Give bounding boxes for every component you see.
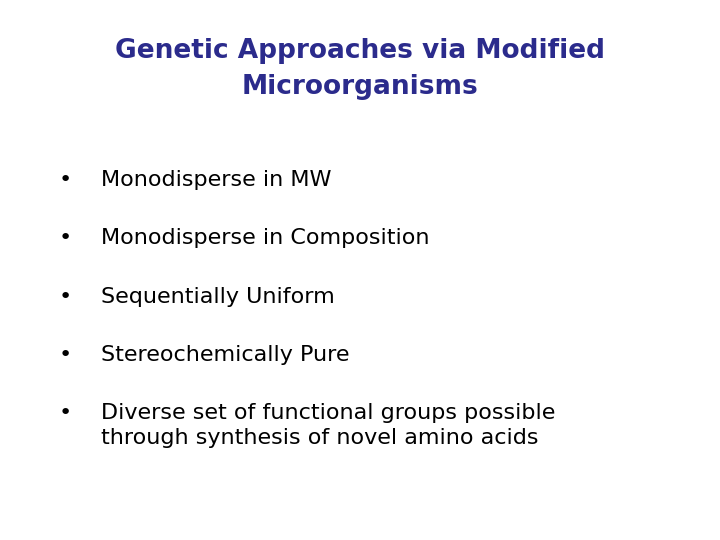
Text: •: •: [58, 345, 71, 365]
Text: •: •: [58, 403, 71, 423]
Text: •: •: [58, 170, 71, 190]
Text: •: •: [58, 228, 71, 248]
Text: •: •: [58, 287, 71, 307]
Text: Genetic Approaches via Modified
Microorganisms: Genetic Approaches via Modified Microorg…: [115, 38, 605, 100]
Text: Monodisperse in MW: Monodisperse in MW: [101, 170, 331, 190]
Text: Monodisperse in Composition: Monodisperse in Composition: [101, 228, 429, 248]
Text: Diverse set of functional groups possible
through synthesis of novel amino acids: Diverse set of functional groups possibl…: [101, 403, 555, 448]
Text: Stereochemically Pure: Stereochemically Pure: [101, 345, 349, 365]
Text: Sequentially Uniform: Sequentially Uniform: [101, 287, 335, 307]
